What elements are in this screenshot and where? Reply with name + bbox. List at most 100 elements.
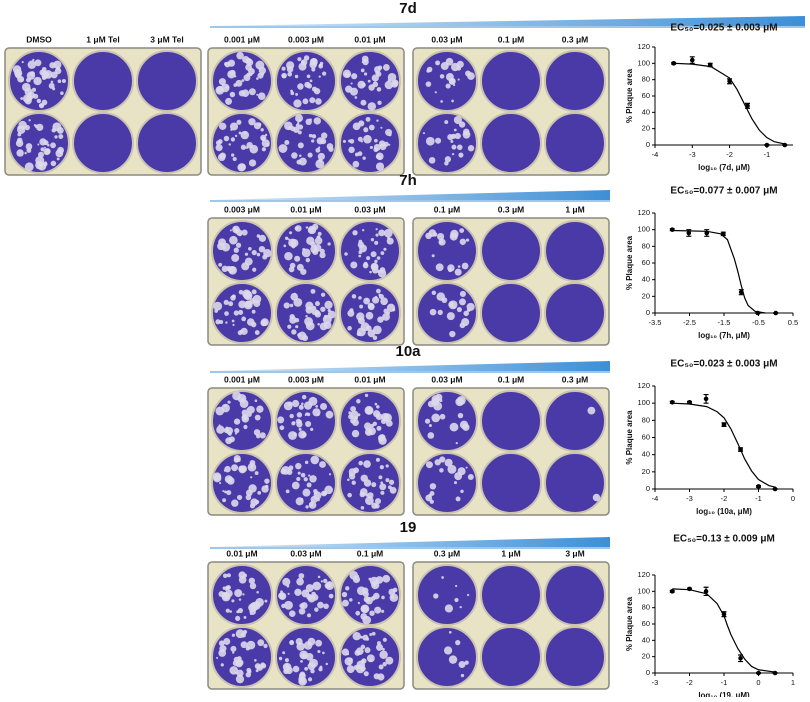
plaque <box>290 640 293 643</box>
plaque <box>315 301 320 306</box>
plaque <box>348 147 354 153</box>
plaque <box>445 156 451 162</box>
well <box>481 221 541 281</box>
plaque <box>365 394 368 397</box>
plaque <box>465 70 471 76</box>
plaque <box>293 298 302 307</box>
plaque <box>288 126 291 129</box>
plaque <box>224 428 230 434</box>
well <box>481 113 541 173</box>
plaque <box>311 289 316 294</box>
plaque <box>245 258 253 266</box>
x-tick-label: -3 <box>689 150 696 159</box>
plaque <box>423 132 425 134</box>
plaque <box>468 474 474 480</box>
plaque <box>385 478 389 482</box>
y-tick-label: 0 <box>646 140 650 149</box>
x-tick-label: -3 <box>686 494 693 503</box>
plaque <box>383 248 386 251</box>
plaque <box>307 83 312 88</box>
plaque <box>345 586 349 590</box>
plaque <box>234 75 236 77</box>
plaque <box>24 152 26 154</box>
plaque <box>250 602 259 611</box>
plaque <box>282 651 285 654</box>
plaque <box>225 98 232 105</box>
x-tick-label: -4 <box>652 150 659 159</box>
plaque <box>315 237 323 245</box>
plaque <box>380 491 384 495</box>
plaque <box>451 134 456 139</box>
plaque <box>308 153 313 158</box>
plaque <box>362 635 368 641</box>
plaque <box>265 485 268 488</box>
x-tick-label: -3 <box>652 678 659 687</box>
plaque <box>365 647 371 653</box>
plaque <box>260 432 266 438</box>
plaque <box>225 321 227 323</box>
plaque <box>298 124 303 129</box>
plaque <box>587 407 595 415</box>
plaque <box>343 70 351 78</box>
plaque <box>229 143 231 145</box>
plaque <box>450 423 459 432</box>
plaque <box>350 418 356 424</box>
concentration-label: 0.3 μM <box>498 204 524 214</box>
plaque <box>447 264 454 271</box>
plaque <box>254 659 257 662</box>
plaque <box>257 73 263 79</box>
x-tick-label: -2 <box>686 678 693 687</box>
plaque <box>56 67 60 71</box>
plaque <box>290 304 293 307</box>
plaque <box>358 250 362 254</box>
plaque <box>375 403 378 406</box>
x-tick-label: -4 <box>652 494 659 503</box>
plaque <box>241 145 246 150</box>
y-tick-label: 120 <box>637 208 650 217</box>
plaque <box>249 88 256 95</box>
plaque <box>293 99 301 107</box>
plaque <box>216 426 224 434</box>
concentration-label: 1 μM <box>565 204 584 214</box>
plaque <box>468 145 474 151</box>
plaque <box>381 610 384 613</box>
plaque <box>295 75 298 78</box>
plaque <box>250 476 252 478</box>
plaque <box>57 157 60 160</box>
plaque <box>282 67 286 71</box>
plaque <box>352 294 356 298</box>
plaque <box>295 463 301 469</box>
plaque <box>287 325 291 329</box>
plaque <box>224 136 229 141</box>
plaque <box>231 500 238 507</box>
plaque <box>305 414 307 416</box>
plaque <box>315 148 320 153</box>
plaque <box>358 255 361 258</box>
well <box>545 113 605 173</box>
data-point <box>756 671 761 676</box>
plaque <box>369 633 372 636</box>
concentration-label: DMSO <box>26 34 52 44</box>
plaque <box>309 502 313 506</box>
plaque <box>441 62 449 70</box>
plaque <box>296 642 304 650</box>
plaque <box>315 98 322 105</box>
well <box>340 113 400 173</box>
plaque <box>287 72 292 77</box>
y-axis-title: % Plaque area <box>625 410 634 465</box>
plaque <box>239 90 245 96</box>
plaque <box>257 122 261 126</box>
chart-title: EC₅₀=0.077 ± 0.007 μM <box>670 186 777 197</box>
plaque <box>321 293 325 297</box>
plaque <box>344 252 348 256</box>
plaque <box>323 603 329 609</box>
plaque <box>258 92 266 100</box>
x-tick-label: -3.5 <box>649 318 662 327</box>
plaque <box>362 587 368 593</box>
plaque <box>452 153 454 155</box>
plaque <box>224 311 229 316</box>
plaque <box>288 238 290 240</box>
plaque <box>52 128 56 132</box>
plaque <box>266 143 269 146</box>
y-tick-label: 100 <box>637 58 650 67</box>
